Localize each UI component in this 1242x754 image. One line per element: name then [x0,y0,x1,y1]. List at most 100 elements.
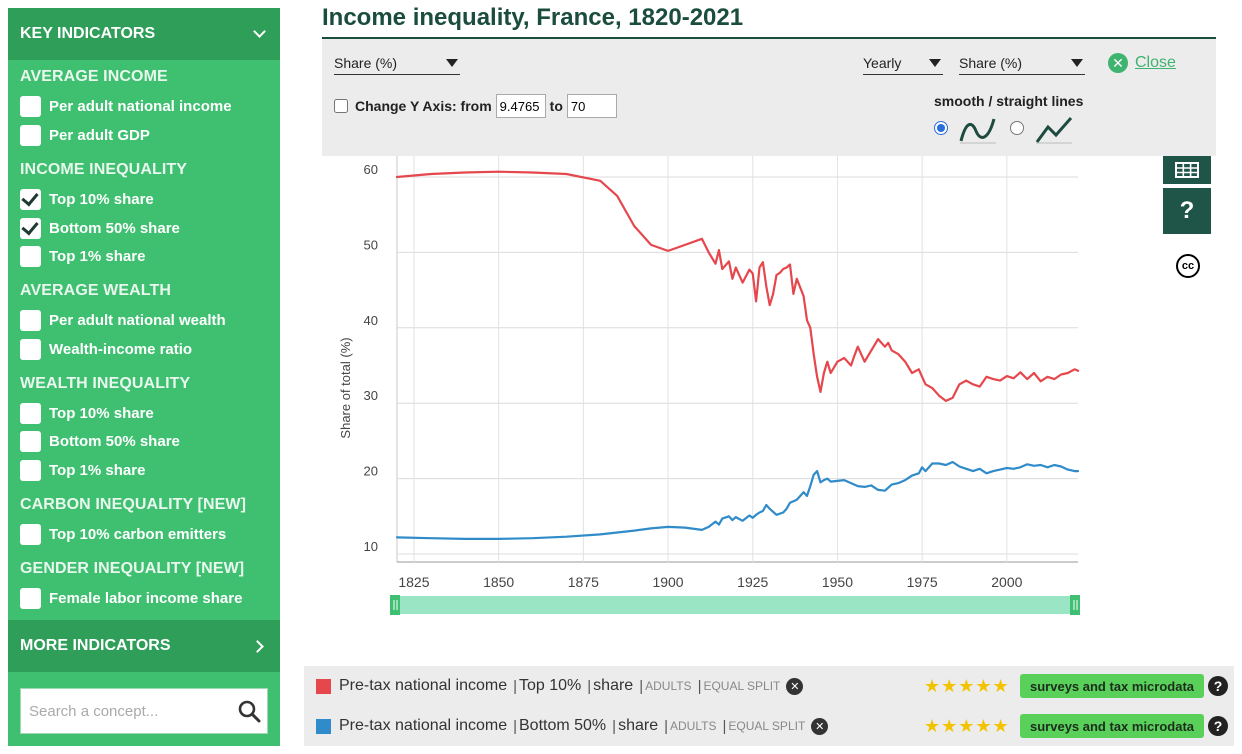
option-income-top-1-share[interactable]: Top 1% share [20,244,145,268]
checkbox[interactable] [20,309,41,331]
search-icon[interactable] [237,699,261,723]
change-y-axis-checkbox[interactable] [334,99,348,113]
remove-series-icon[interactable]: ✕ [786,677,804,695]
quality-stars: ★★★★★ [924,715,1010,736]
y-axis-label: Share of total (%) [338,337,353,438]
chart-ticks: 10 20 30 40 50 60 1825 1850 1875 1900 1925 1950 1975… [364,162,1023,590]
creative-commons-icon[interactable]: cc [1176,254,1200,278]
change-y-axis-row: Change Y Axis: from to [334,94,621,118]
x-tick-label: 2000 [991,574,1022,590]
option-per-adult-national-income[interactable]: Per adult national income [20,94,232,118]
option-label: Per adult national income [49,97,232,115]
separator: | [664,717,668,735]
section-title-wealth-inequality: WEALTH INEQUALITY [20,375,191,392]
unit-select-value: Share (%) [959,54,1023,71]
series-color-swatch [316,678,331,694]
checkbox[interactable] [20,245,41,267]
legend-group: Bottom 50% [519,717,607,734]
legend-unit: EQUAL SPLIT [703,679,781,693]
more-indicators-label: MORE INDICATORS [20,637,171,654]
remove-series-icon[interactable]: ✕ [811,717,829,735]
question-mark-icon[interactable]: ? [1208,676,1228,696]
option-top-10-carbon-emitters[interactable]: Top 10% carbon emitters [20,522,226,546]
separator: | [513,677,517,695]
x-tick-label: 1900 [652,574,683,590]
option-wealth-top-1-share[interactable]: Top 1% share [20,458,145,482]
option-income-bottom-50-share[interactable]: Bottom 50% share [20,216,180,240]
help-button[interactable]: ? [1163,188,1211,234]
option-label: Per adult GDP [49,126,150,144]
straight-line-icon[interactable] [1034,115,1074,145]
range-slider-left-handle[interactable] [390,595,400,615]
title-divider [322,37,1216,39]
x-tick-label: 1925 [737,574,768,590]
legend-measure: share [593,677,634,694]
checkbox[interactable] [20,338,41,360]
series-line-bottom-50[interactable] [395,460,1080,540]
option-label: Bottom 50% share [49,219,180,237]
frequency-select[interactable]: Yearly [863,51,943,75]
y-axis-from-input[interactable] [495,94,546,118]
checkbox[interactable] [20,124,41,146]
checkbox[interactable] [20,95,41,117]
checkbox-checked[interactable] [20,188,41,210]
straight-lines-radio[interactable] [1010,121,1024,135]
checkbox[interactable] [20,523,41,545]
checkbox[interactable] [20,402,41,424]
smooth-line-icon[interactable] [958,115,998,145]
concept-search-input[interactable] [29,691,229,731]
range-slider-right-handle[interactable] [1070,595,1080,615]
legend-measure: share [618,717,659,734]
key-indicators-header[interactable]: KEY INDICATORS [8,8,280,60]
legend-row-bottom-50: Pre-tax national income | Bottom 50% | s… [304,706,1234,746]
range-slider-track[interactable] [390,596,1080,614]
x-tick-label: 1975 [907,574,938,590]
section-title-income-inequality: INCOME INEQUALITY [20,161,188,178]
separator: | [697,677,702,695]
line-chart: 10 20 30 40 50 60 1825 1850 1875 1900 1925 1950 1975… [338,156,1080,615]
checkbox[interactable] [20,587,41,609]
smooth-lines-radio[interactable] [934,121,948,135]
to-label: to [549,98,563,114]
separator: | [722,717,727,735]
close-button[interactable]: ✕ Close [1108,53,1176,73]
checkbox-checked[interactable] [20,217,41,239]
source-badge[interactable]: surveys and tax microdata [1020,714,1205,738]
dropdown-arrow-icon [1071,58,1083,67]
metric-select[interactable]: Share (%) [334,51,460,75]
smooth-straight-label: smooth / straight lines [934,93,1084,109]
x-tick-label: 1875 [568,574,599,590]
unit-select[interactable]: Share (%) [959,51,1085,75]
section-title-average-wealth: AVERAGE WEALTH [20,282,172,299]
chart-controls-panel: Share (%) Yearly Share (%) ✕ Close Chang… [322,39,1216,156]
y-axis-to-input[interactable] [566,94,617,118]
indicator-sidebar: KEY INDICATORS AVERAGE INCOME Per adult … [8,8,280,746]
y-tick-label: 10 [364,539,378,554]
close-icon: ✕ [1108,53,1128,73]
option-per-adult-national-wealth[interactable]: Per adult national wealth [20,308,226,332]
y-tick-label: 40 [364,313,378,328]
option-female-labor-income-share[interactable]: Female labor income share [20,586,242,610]
option-wealth-bottom-50-share[interactable]: Bottom 50% share [20,429,180,453]
checkbox[interactable] [20,430,41,452]
series-line-top-10[interactable] [395,170,1080,402]
option-wealth-top-10-share[interactable]: Top 10% share [20,401,154,425]
checkbox[interactable] [20,459,41,481]
separator: | [587,677,592,695]
question-mark-icon[interactable]: ? [1208,716,1228,736]
option-label: Bottom 50% share [49,432,180,450]
option-label: Wealth-income ratio [49,340,193,358]
option-income-top-10-share[interactable]: Top 10% share [20,187,154,211]
close-label: Close [1135,54,1176,71]
legend-population: ADULTS [645,679,692,693]
y-tick-label: 20 [364,464,378,479]
more-indicators-button[interactable]: MORE INDICATORS [8,620,280,672]
x-tick-label: 1950 [822,574,853,590]
source-badge[interactable]: surveys and tax microdata [1020,674,1205,698]
range-slider[interactable] [390,595,1080,615]
option-per-adult-gdp[interactable]: Per adult GDP [20,123,150,147]
option-wealth-income-ratio[interactable]: Wealth-income ratio [20,337,192,361]
legend-population: ADULTS [670,719,717,733]
separator: | [639,677,644,695]
table-view-button[interactable] [1163,156,1211,184]
